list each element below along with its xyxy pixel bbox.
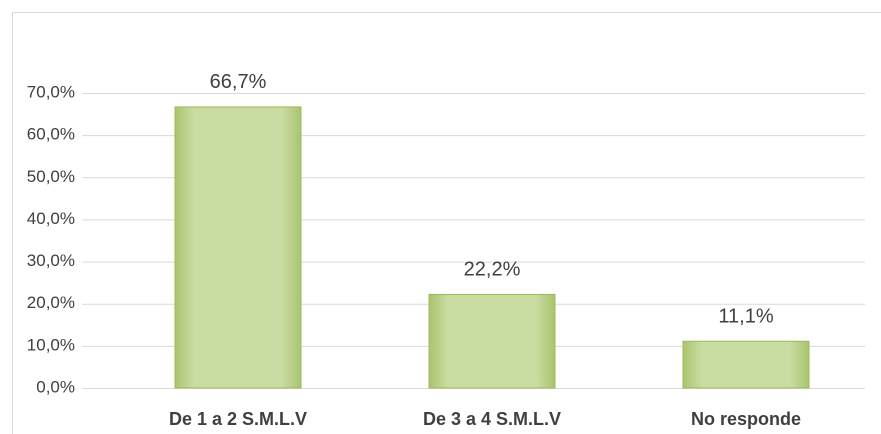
x-tick-label: De 1 a 2 S.M.L.V xyxy=(169,409,307,429)
y-tick-label: 50,0% xyxy=(27,167,75,186)
y-tick-label: 70,0% xyxy=(27,82,75,101)
value-label: 22,2% xyxy=(464,259,521,281)
y-tick-label: 60,0% xyxy=(27,125,75,144)
value-label: 66,7% xyxy=(210,71,267,93)
bar xyxy=(682,340,810,389)
y-tick-label: 0,0% xyxy=(36,377,75,396)
y-tick-label: 20,0% xyxy=(27,293,75,312)
y-tick-label: 10,0% xyxy=(27,335,75,354)
y-tick-label: 40,0% xyxy=(27,209,75,228)
x-tick-label: De 3 a 4 S.M.L.V xyxy=(423,409,561,429)
value-label: 11,1% xyxy=(718,306,773,328)
bar xyxy=(174,106,302,389)
x-tick-label: No responde xyxy=(691,409,801,429)
bar xyxy=(428,293,556,389)
y-tick-label: 30,0% xyxy=(27,251,75,270)
